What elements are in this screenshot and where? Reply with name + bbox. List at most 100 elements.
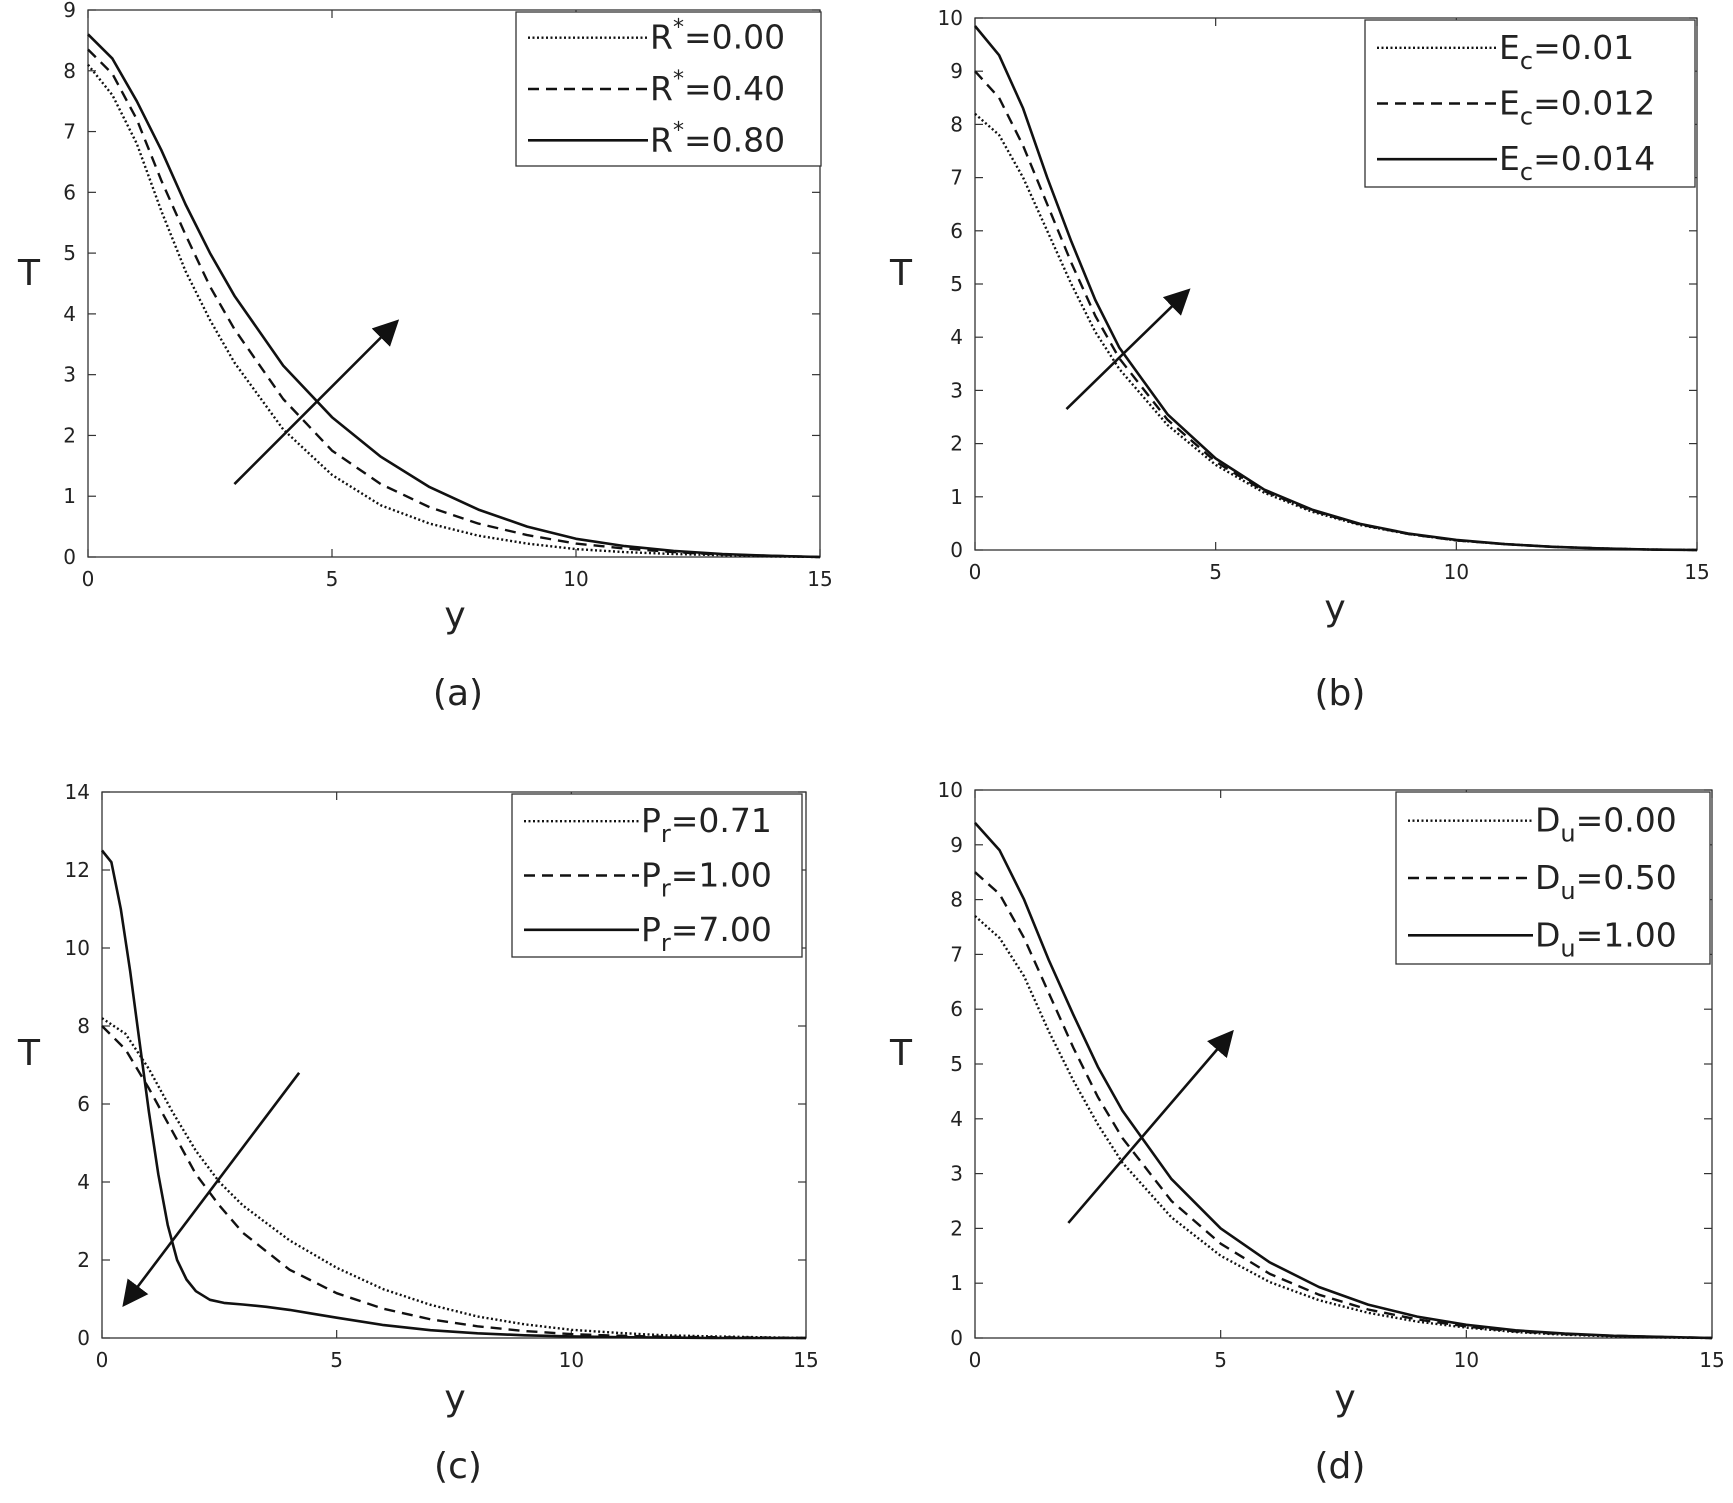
y-axis-label: T	[889, 253, 913, 294]
x-tick-label: 5	[1209, 560, 1222, 584]
panel-caption: (a)	[433, 673, 483, 714]
y-tick-label: 6	[950, 997, 963, 1021]
y-tick-label: 5	[950, 1052, 963, 1076]
x-tick-label: 0	[82, 567, 95, 591]
legend-entry: Pr=7.00	[641, 910, 772, 957]
x-tick-label: 15	[1684, 560, 1709, 584]
plot-frame	[87, 9, 821, 558]
x-tick-label: 5	[1214, 1348, 1227, 1372]
y-tick-label: 2	[950, 432, 963, 456]
series-line-solid	[87, 33, 821, 559]
legend-entry: Pr=0.71	[641, 801, 772, 848]
panel-caption: (c)	[434, 1446, 482, 1487]
y-tick-label: 2	[77, 1248, 90, 1272]
legend-entry: Du=0.50	[1535, 858, 1677, 905]
panel-caption: (d)	[1315, 1446, 1366, 1487]
series-line-dotted	[87, 63, 821, 559]
y-tick-label: 9	[950, 59, 963, 83]
plot-frame	[101, 791, 807, 1339]
x-tick-label: 10	[1444, 560, 1469, 584]
y-axis-label: T	[17, 1033, 41, 1074]
x-tick-label: 10	[559, 1348, 584, 1372]
series-line-solid	[974, 822, 1713, 1340]
y-tick-label: 9	[63, 0, 76, 22]
legend-entry: R*=0.00	[650, 16, 785, 57]
trend-arrow	[1067, 1029, 1234, 1224]
x-tick-label: 15	[793, 1348, 818, 1372]
legend: Du=0.00 Du=0.50 Du=1.00	[1395, 791, 1711, 965]
y-tick-label: 4	[950, 325, 963, 349]
x-tick-label: 15	[807, 567, 832, 591]
y-tick-label: 8	[63, 59, 76, 83]
y-tick-label: 1	[950, 485, 963, 509]
chart-panel-a: 0 5 10 15 0 1 2 3 4 5 6 7 8 9 y T R*=0.00 R*=0.40 R*=0.80 (…	[17, 0, 833, 714]
y-tick-label: 2	[63, 423, 76, 447]
x-tick-label: 5	[326, 567, 339, 591]
series-line-dotted	[974, 915, 1713, 1340]
y-tick-label: 4	[77, 1170, 90, 1194]
legend: Pr=0.71 Pr=1.00 Pr=7.00	[511, 793, 803, 958]
y-tick-label: 1	[950, 1271, 963, 1295]
y-tick-label: 7	[950, 166, 963, 190]
legend-entry: Du=0.00	[1535, 801, 1677, 848]
x-axis-label: y	[1334, 1378, 1355, 1419]
chart-panel-d: 0 5 10 15 0 1 2 3 4 5 6 7 8 9 10 y T Du=0.00 Du=0.50 Du=1.0…	[889, 778, 1725, 1487]
series-line-solid	[100, 849, 806, 1340]
y-axis-label: T	[17, 253, 41, 294]
x-tick-label: 5	[330, 1348, 343, 1372]
y-tick-label: 1	[63, 484, 76, 508]
y-tick-label: 6	[77, 1092, 90, 1116]
y-tick-label: 5	[950, 272, 963, 296]
y-tick-label: 12	[65, 858, 90, 882]
trend-arrow	[1065, 288, 1191, 410]
x-axis-label: y	[444, 1378, 465, 1419]
y-tick-label: 5	[63, 241, 76, 265]
y-tick-label: 7	[63, 120, 76, 144]
x-tick-label: 0	[96, 1348, 109, 1372]
legend-entry: Ec=0.012	[1499, 84, 1655, 131]
y-tick-label: 3	[63, 363, 76, 387]
chart-panel-b: 0 5 10 15012345678910yTEc=0.01Ec=0.012Ec=0.…	[889, 6, 1710, 714]
chart-panel-c: 0 5 10 15 0 2 4 6 8 10 12 14 y T Pr=0.71 Pr=1.00 Pr=7.00…	[17, 780, 819, 1487]
y-tick-label: 0	[950, 538, 963, 562]
y-tick-label: 3	[950, 1162, 963, 1186]
x-tick-label: 0	[969, 560, 982, 584]
y-tick-label: 2	[950, 1216, 963, 1240]
y-tick-label: 6	[63, 180, 76, 204]
legend-entry: Ec=0.014	[1499, 139, 1655, 186]
legend-entry: Du=1.00	[1535, 915, 1677, 962]
y-tick-label: 8	[950, 112, 963, 136]
x-axis-label: y	[1324, 588, 1345, 629]
series-line-solid	[973, 25, 1698, 552]
y-tick-label: 10	[938, 6, 963, 30]
y-tick-label: 8	[950, 888, 963, 912]
legend-entry: Pr=1.00	[641, 856, 772, 903]
legend-entry: R*=0.80	[650, 118, 785, 159]
y-tick-label: 9	[950, 833, 963, 857]
series-line-dashed	[101, 1025, 807, 1340]
y-tick-label: 4	[63, 302, 76, 326]
y-tick-label: 4	[950, 1107, 963, 1131]
trend-arrow	[122, 1072, 301, 1308]
x-tick-label: 10	[563, 567, 588, 591]
y-tick-label: 10	[65, 936, 90, 960]
legend: Ec=0.01 Ec=0.012 Ec=0.014	[1364, 19, 1696, 188]
y-tick-label: 3	[950, 378, 963, 402]
legend: R*=0.00 R*=0.40 R*=0.80	[515, 11, 822, 167]
y-tick-label: 8	[77, 1014, 90, 1038]
legend-entry: Ec=0.01	[1499, 28, 1634, 75]
y-tick-label: 0	[950, 1326, 963, 1350]
panel-caption: (b)	[1315, 673, 1366, 714]
y-tick-label: 10	[938, 778, 963, 802]
x-tick-label: 15	[1699, 1348, 1724, 1372]
y-tick-label: 6	[950, 219, 963, 243]
legend-entry: R*=0.40	[650, 67, 785, 108]
x-tick-label: 0	[969, 1348, 982, 1372]
x-axis-label: y	[444, 595, 465, 636]
y-tick-label: 14	[65, 780, 90, 804]
trend-arrow	[233, 319, 400, 485]
y-tick-label: 0	[77, 1326, 90, 1350]
series-line-dotted	[101, 1017, 807, 1340]
y-tick-label: 0	[63, 545, 76, 569]
